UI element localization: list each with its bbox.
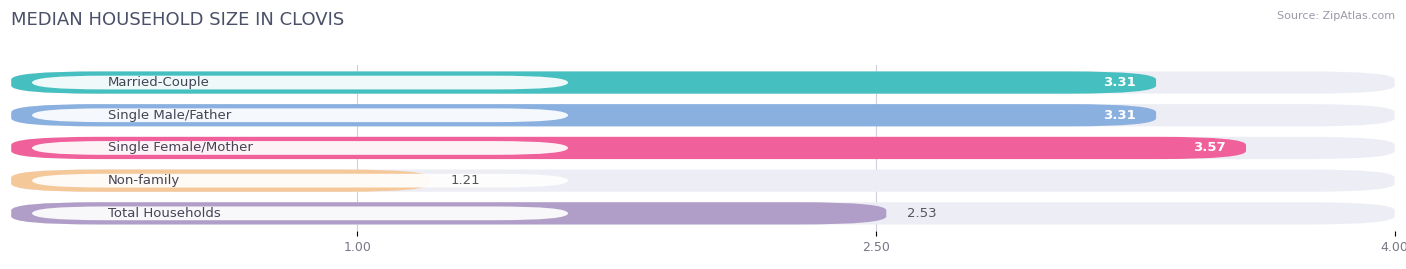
FancyBboxPatch shape [11,169,430,192]
FancyBboxPatch shape [11,104,1395,126]
Text: Married-Couple: Married-Couple [108,76,209,89]
FancyBboxPatch shape [11,137,1395,159]
FancyBboxPatch shape [32,76,568,89]
Text: Single Male/Father: Single Male/Father [108,109,232,122]
Text: Source: ZipAtlas.com: Source: ZipAtlas.com [1277,11,1395,21]
FancyBboxPatch shape [11,137,1246,159]
FancyBboxPatch shape [32,141,568,155]
Text: 3.57: 3.57 [1192,141,1225,154]
Text: Single Female/Mother: Single Female/Mother [108,141,253,154]
Text: 2.53: 2.53 [907,207,936,220]
Text: 3.31: 3.31 [1102,76,1136,89]
FancyBboxPatch shape [11,202,1395,224]
FancyBboxPatch shape [11,169,1395,192]
Text: 1.21: 1.21 [450,174,479,187]
FancyBboxPatch shape [11,72,1395,94]
FancyBboxPatch shape [32,108,568,122]
Text: MEDIAN HOUSEHOLD SIZE IN CLOVIS: MEDIAN HOUSEHOLD SIZE IN CLOVIS [11,11,344,29]
FancyBboxPatch shape [32,207,568,220]
Text: 3.31: 3.31 [1102,109,1136,122]
FancyBboxPatch shape [11,72,1156,94]
FancyBboxPatch shape [11,202,886,224]
Text: Total Households: Total Households [108,207,221,220]
FancyBboxPatch shape [11,104,1156,126]
Text: Non-family: Non-family [108,174,180,187]
FancyBboxPatch shape [32,174,568,187]
